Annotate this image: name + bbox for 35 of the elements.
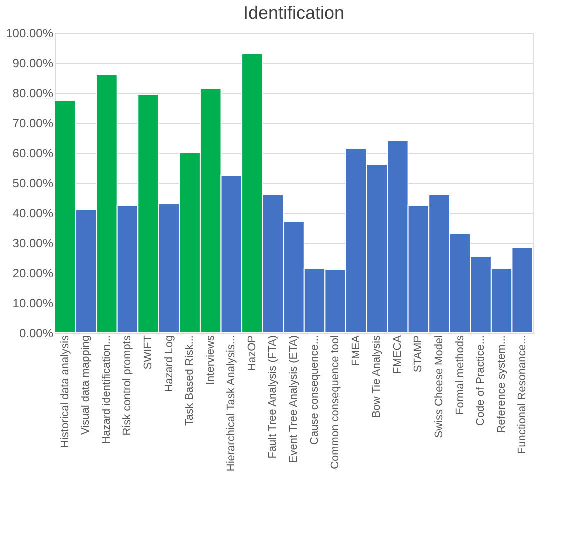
x-tick-label: Event Tree Analysis (ETA): [288, 336, 300, 464]
x-tick-label: Cause consequence...: [308, 336, 321, 445]
x-tick-label: HazOP: [246, 336, 258, 371]
x-tick-label: Historical data analysis: [59, 335, 72, 448]
x-tick-label: Bow Tie Analysis: [371, 335, 384, 418]
y-tick-label: 90.00%: [12, 56, 54, 70]
x-tick-label: Fault Tree Analysis (FTA): [267, 336, 280, 459]
x-tick-label: Swiss Cheese Model: [433, 336, 446, 438]
y-tick-label: 30.00%: [12, 236, 54, 250]
x-tick-label: Hazard identification...: [100, 336, 113, 444]
x-tick-label: Hierarchical Task Analysis...: [226, 336, 238, 472]
y-tick-label: 0.00%: [19, 326, 54, 340]
x-tick-label: Interviews: [204, 335, 217, 386]
y-tick-label: 70.00%: [12, 116, 54, 130]
x-tick-label: Risk control prompts: [122, 335, 134, 436]
y-tick-label: 60.00%: [12, 146, 54, 160]
x-tick-label: Task Based Risk...: [184, 336, 196, 426]
x-tick-label: FMEA: [350, 334, 362, 366]
x-tick-label: Formal methods: [454, 335, 466, 415]
chart-title: Identification: [243, 3, 345, 23]
x-tick-label: Code of Practice...: [475, 336, 488, 426]
x-tick-label: Common consequence tool: [330, 336, 342, 470]
x-tick-label: Functional Resonance...: [516, 336, 529, 454]
y-tick-label: 80.00%: [12, 86, 54, 100]
y-tick-label: 20.00%: [12, 266, 54, 280]
x-tick-label: Reference system...: [496, 336, 508, 434]
x-tick-label: SWIFT: [142, 335, 155, 370]
y-tick-label: 50.00%: [12, 176, 54, 190]
y-tick-label: 100.00%: [6, 26, 54, 40]
y-tick-label: 10.00%: [12, 296, 54, 310]
x-tick-label: Hazard Log: [163, 336, 176, 392]
x-tick-label: STAMP: [412, 336, 425, 373]
x-tick-label: Visual data mapping: [80, 336, 92, 435]
x-tick-label: FMECA: [392, 334, 404, 374]
y-tick-label: 40.00%: [12, 206, 54, 220]
